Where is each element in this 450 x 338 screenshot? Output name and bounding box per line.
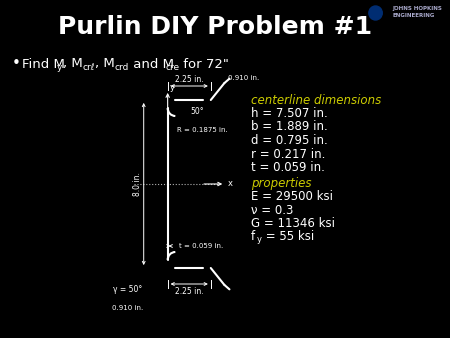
Text: 2.25 in.: 2.25 in. [175,288,203,296]
Text: , M: , M [63,57,83,71]
Text: r = 0.217 in.: r = 0.217 in. [251,147,325,161]
Text: 50°: 50° [190,107,204,116]
Text: E = 29500 ksi: E = 29500 ksi [251,190,333,203]
Text: 0.910 in.: 0.910 in. [112,305,143,311]
Text: y: y [257,236,262,244]
Text: cre: cre [166,63,180,72]
Text: 2.25 in.: 2.25 in. [175,74,203,83]
Text: crd: crd [114,63,128,72]
Text: •: • [12,56,20,72]
Text: γ = 50°: γ = 50° [113,286,142,294]
Text: 0.910 in.: 0.910 in. [228,75,259,81]
Text: Find M: Find M [22,57,65,71]
Text: ν = 0.3: ν = 0.3 [251,203,293,217]
Text: f: f [251,231,255,243]
Text: G = 11346 ksi: G = 11346 ksi [251,217,335,230]
Text: = 55 ksi: = 55 ksi [261,231,314,243]
Text: Purlin DIY Problem #1: Purlin DIY Problem #1 [58,15,373,39]
Text: ●: ● [371,8,380,18]
Text: for 72": for 72" [179,57,229,71]
Text: JOHNS HOPKINS
ENGINEERING: JOHNS HOPKINS ENGINEERING [393,6,443,18]
Text: x: x [228,179,233,189]
Text: crℓ: crℓ [82,63,95,72]
Text: properties: properties [251,176,311,190]
Text: y: y [57,63,62,72]
Text: h = 7.507 in.: h = 7.507 in. [251,107,328,120]
Text: t = 0.059 in.: t = 0.059 in. [179,243,223,249]
Text: R = 0.1875 in.: R = 0.1875 in. [177,127,228,133]
Text: y: y [170,82,175,92]
Text: centerline dimensions: centerline dimensions [251,94,381,106]
Circle shape [369,6,382,20]
Text: , M: , M [95,57,115,71]
Text: d = 0.795 in.: d = 0.795 in. [251,134,328,147]
Text: 8.0 in.: 8.0 in. [132,172,141,196]
Text: t = 0.059 in.: t = 0.059 in. [251,161,325,174]
Text: b = 1.889 in.: b = 1.889 in. [251,121,328,134]
Text: and M: and M [129,57,174,71]
